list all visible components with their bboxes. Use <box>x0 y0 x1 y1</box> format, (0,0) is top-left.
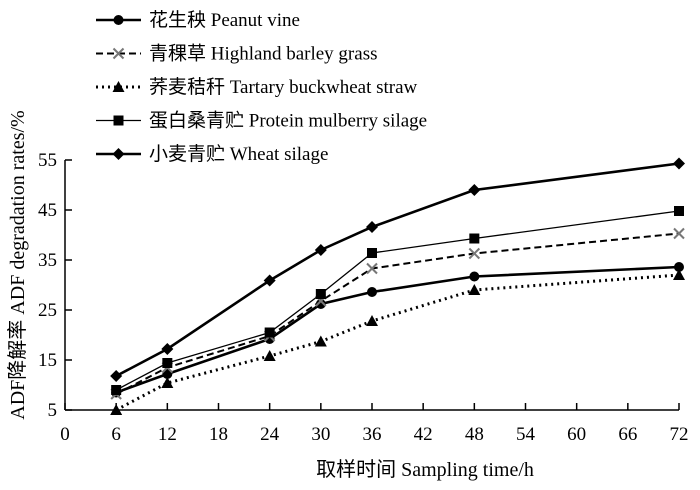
x-tick-label: 12 <box>158 424 177 445</box>
data-point <box>314 244 327 256</box>
x-tick-label: 36 <box>363 424 382 445</box>
legend-marker <box>113 15 124 25</box>
legend-marker <box>113 115 124 126</box>
data-point <box>673 157 685 170</box>
x-tick-label: 72 <box>670 424 689 445</box>
x-tick-label: 42 <box>414 424 433 445</box>
data-point <box>264 327 275 338</box>
x-axis-title: 取样时间 Sampling time/h <box>316 458 534 481</box>
data-point <box>110 370 123 382</box>
y-tick-label: 55 <box>38 150 57 171</box>
series-layer <box>110 157 685 415</box>
data-point <box>469 271 480 282</box>
series-4 <box>110 157 685 382</box>
data-point <box>162 369 173 379</box>
series-line <box>115 265 680 394</box>
y-tick-label: 25 <box>38 300 57 321</box>
legend-item: 小麦青贮 Wheat silage <box>96 143 328 165</box>
x-tick-label: 18 <box>209 424 228 445</box>
data-point <box>366 262 378 275</box>
data-point <box>366 221 378 233</box>
data-point <box>674 206 684 216</box>
series-line <box>115 273 680 412</box>
data-point <box>314 335 327 347</box>
y-tick-label: 35 <box>38 250 57 271</box>
legend-label: 荞麦秸秆 Tartary buckwheat straw <box>149 76 418 98</box>
data-point <box>469 233 480 244</box>
x-tick-label: 60 <box>567 424 586 445</box>
series-3 <box>111 206 684 395</box>
series-1 <box>110 227 685 400</box>
data-point <box>263 350 276 361</box>
data-point <box>161 377 174 388</box>
y-tick-label: 45 <box>38 200 57 221</box>
legend-marker <box>112 81 125 92</box>
legend-label: 花生秧 Peanut vine <box>149 9 300 31</box>
legend-marker <box>112 148 125 160</box>
x-tick-label: 48 <box>465 424 484 445</box>
x-tick-label: 24 <box>260 424 280 445</box>
x-tick-label: 54 <box>516 424 536 445</box>
legend-label: 青稞草 Highland barley grass <box>149 43 377 65</box>
data-point <box>468 247 481 260</box>
legend-label: 小麦青贮 Wheat silage <box>149 143 328 165</box>
y-axis-title: ADF降解率 ADF degradation rates/% <box>6 110 29 419</box>
legend-item: 蛋白桑青贮 Protein mulberry silage <box>96 110 427 132</box>
data-point <box>263 274 276 287</box>
data-point <box>161 343 174 355</box>
data-point <box>315 289 326 299</box>
legend-item: 青稞草 Highland barley grass <box>96 43 377 65</box>
data-point <box>674 262 684 272</box>
data-point <box>673 227 685 240</box>
axes: 5 15 25 35 45 55 0 6 12 18 24 30 36 42 48 54 60 66 72 <box>38 150 689 445</box>
x-tick-label: 30 <box>311 424 330 445</box>
y-tick-label: 5 <box>48 400 58 421</box>
data-point <box>110 404 123 415</box>
legend-item: 花生秧 Peanut vine <box>96 9 300 31</box>
data-point <box>367 287 377 297</box>
data-point <box>162 358 173 368</box>
legend-item: 荞麦秸秆 Tartary buckwheat straw <box>96 76 418 98</box>
x-tick-label: 0 <box>60 424 70 445</box>
legend: 花生秧 Peanut vine 青稞草 Highland barley grass… <box>96 9 427 165</box>
series-line <box>115 232 680 395</box>
data-point <box>468 284 481 295</box>
series-2 <box>110 269 685 415</box>
data-point <box>111 385 122 395</box>
data-point <box>468 184 481 196</box>
x-tick-label: 6 <box>111 424 121 445</box>
data-point <box>366 315 378 326</box>
legend-label: 蛋白桑青贮 Protein mulberry silage <box>149 110 427 132</box>
legend-marker <box>112 47 125 60</box>
x-tick-label: 66 <box>618 424 637 445</box>
data-point <box>367 248 377 258</box>
y-tick-label: 15 <box>38 350 57 371</box>
data-point <box>673 269 685 280</box>
